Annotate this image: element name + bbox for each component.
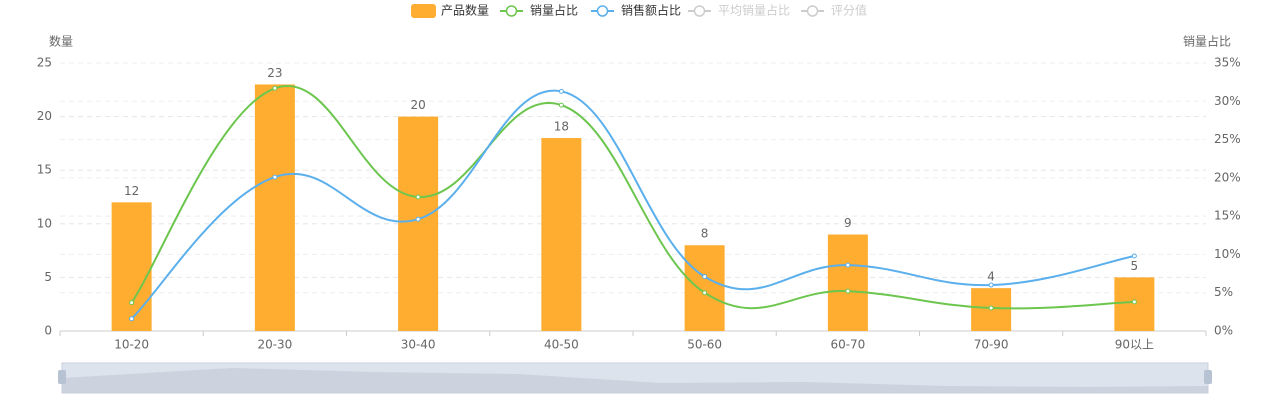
legend-swatch[interactable] xyxy=(693,5,706,17)
line-point xyxy=(845,288,851,294)
y-tick-label: 15 xyxy=(37,163,52,177)
y2-tick-label: 0% xyxy=(1214,324,1233,338)
bar-value-label: 9 xyxy=(844,216,852,230)
y-tick-label: 5 xyxy=(44,270,52,284)
y2-tick-label: 5% xyxy=(1214,285,1233,299)
x-tick-label: 70-90 xyxy=(974,338,1009,352)
bar xyxy=(684,245,725,331)
x-tick-label: 90以上 xyxy=(1115,338,1154,352)
data-zoom[interactable] xyxy=(58,362,1212,394)
line-point xyxy=(415,194,421,200)
bar-value-label: 5 xyxy=(1131,259,1139,273)
line-point xyxy=(988,305,994,311)
zoom-preview xyxy=(62,368,1208,393)
x-tick-label: 20-30 xyxy=(257,338,292,352)
y-tick-label: 10 xyxy=(37,216,52,230)
x-tick-label: 50-60 xyxy=(687,338,722,352)
legend-label[interactable]: 平均销量占比 xyxy=(718,3,790,18)
bar xyxy=(254,84,295,331)
bar-value-label: 20 xyxy=(410,98,425,112)
y2-axis-title: 销量占比 xyxy=(1183,34,1231,49)
x-tick-label: 40-50 xyxy=(544,338,579,352)
bar-value-label: 8 xyxy=(701,227,709,241)
line-point xyxy=(845,262,851,268)
line-point xyxy=(1131,299,1137,305)
line-point xyxy=(272,85,278,91)
legend-swatch[interactable] xyxy=(505,5,518,17)
line xyxy=(130,89,1135,320)
legend-label[interactable]: 销量占比 xyxy=(530,3,578,18)
line-point xyxy=(129,316,135,322)
line-point xyxy=(1131,253,1137,259)
line-point xyxy=(988,282,994,288)
y2-tick-label: 25% xyxy=(1214,132,1241,146)
line-point xyxy=(558,102,564,108)
x-tick-label: 30-40 xyxy=(401,338,436,352)
bar xyxy=(111,202,152,331)
y2-tick-label: 30% xyxy=(1214,94,1241,108)
zoom-handle[interactable] xyxy=(1204,370,1212,384)
line-point xyxy=(558,88,564,94)
bar xyxy=(398,116,439,331)
bar-value-label: 23 xyxy=(267,66,282,80)
line-point xyxy=(129,300,135,306)
x-tick-label: 10-20 xyxy=(114,338,149,352)
legend-label[interactable]: 评分值 xyxy=(831,3,867,18)
legend-swatch[interactable] xyxy=(596,5,609,17)
zoom-handle[interactable] xyxy=(58,370,66,384)
y-axis-title: 数量 xyxy=(49,34,73,49)
y2-tick-label: 35% xyxy=(1214,56,1241,70)
bar xyxy=(541,138,582,331)
line-point xyxy=(272,174,278,180)
legend-label[interactable]: 销售额占比 xyxy=(621,3,681,18)
legend-label[interactable]: 产品数量 xyxy=(441,3,489,18)
y2-tick-label: 10% xyxy=(1214,247,1241,261)
legend-swatch[interactable] xyxy=(411,4,436,18)
y-tick-label: 20 xyxy=(37,109,52,123)
legend-swatch[interactable] xyxy=(806,5,819,17)
y2-tick-label: 15% xyxy=(1214,209,1241,223)
bar-value-label: 18 xyxy=(554,120,569,134)
line-point xyxy=(415,216,421,222)
y-tick-label: 25 xyxy=(37,56,52,70)
y2-tick-label: 20% xyxy=(1214,170,1241,184)
y-tick-label: 0 xyxy=(44,324,52,338)
bar-value-label: 12 xyxy=(124,184,139,198)
line-point xyxy=(702,274,708,280)
bar xyxy=(827,234,868,331)
line-point xyxy=(702,290,708,296)
bar-value-label: 4 xyxy=(987,270,995,284)
x-tick-label: 60-70 xyxy=(830,338,865,352)
